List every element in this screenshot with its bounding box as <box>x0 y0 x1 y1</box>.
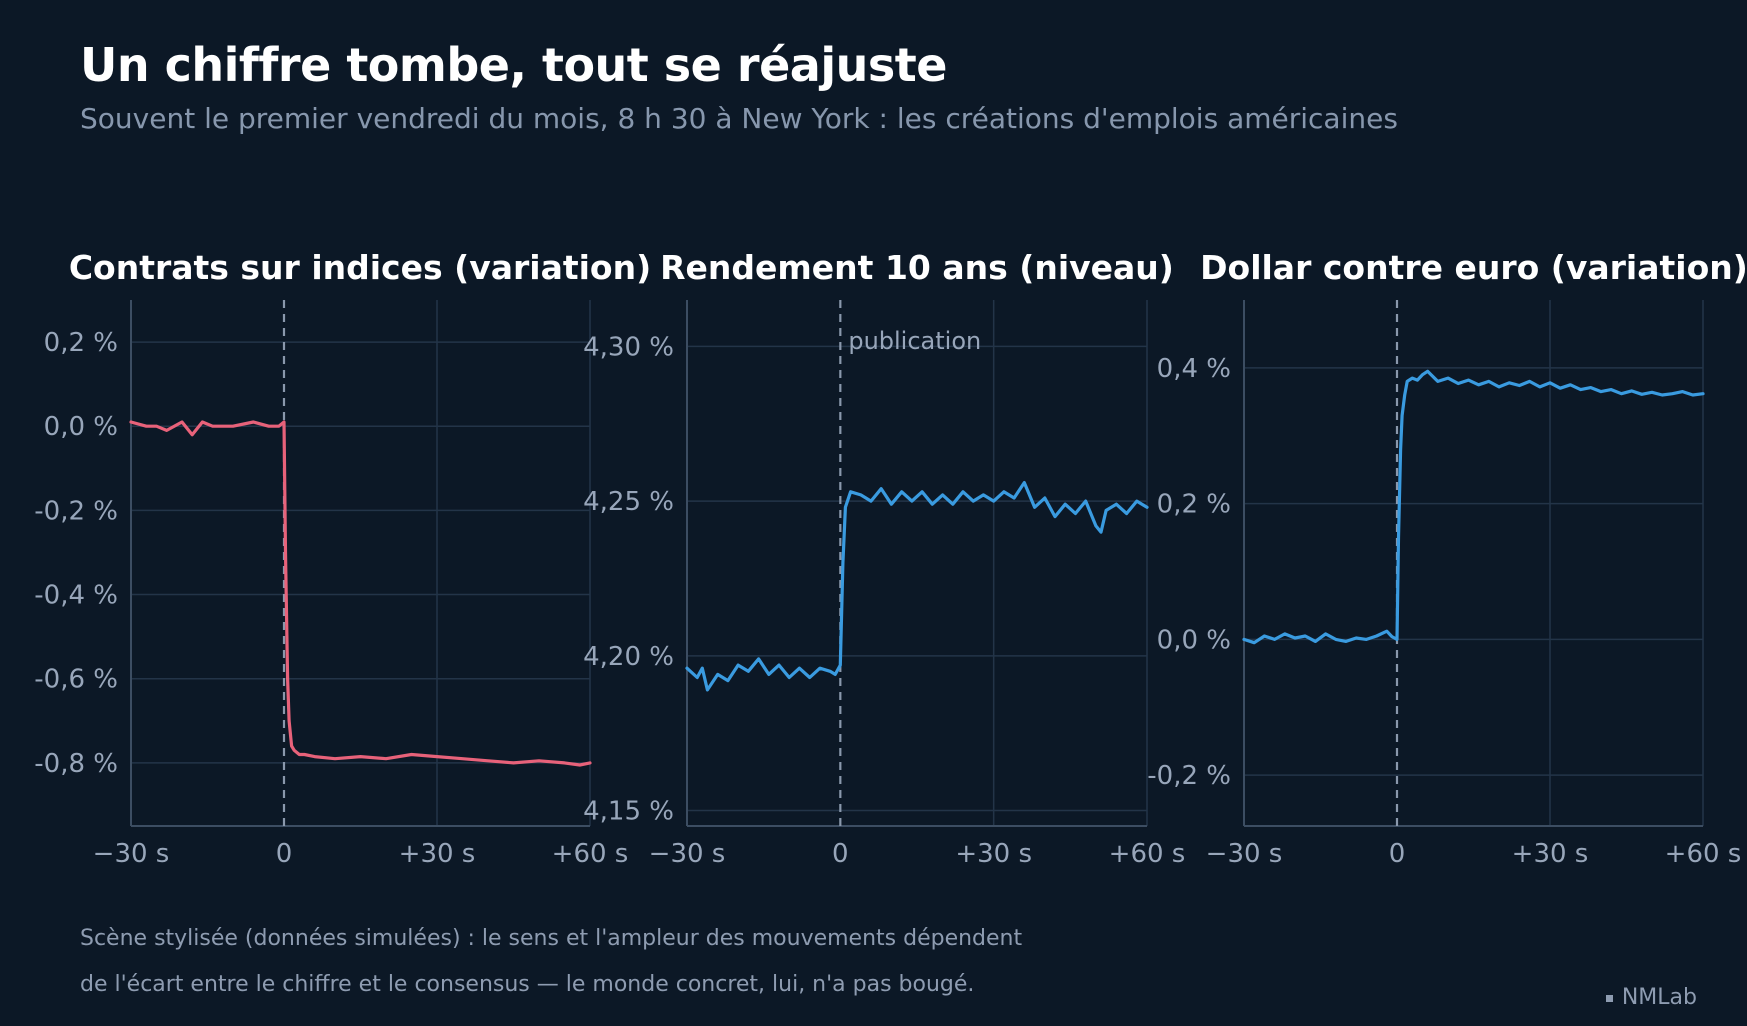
series-line <box>129 420 592 767</box>
y-tick-label: 0,0 % <box>44 412 118 442</box>
y-tick-label: -0,4 % <box>34 581 118 611</box>
y-tick-label: 4,25 % <box>583 487 674 517</box>
chart-title: Un chiffre tombe, tout se réajuste <box>80 38 947 92</box>
y-tick-label: 0,0 % <box>1157 625 1231 655</box>
y-tick-label: 0,2 % <box>44 328 118 358</box>
panel-title: Contrats sur indices (variation) <box>69 248 651 287</box>
y-tick-label: 0,4 % <box>1157 354 1231 384</box>
x-tick-label: +60 s <box>1109 839 1186 869</box>
y-tick-label: 4,20 % <box>583 642 674 672</box>
footnote-line-1: Scène stylisée (données simulées) : le s… <box>80 926 1023 951</box>
credit-square-icon <box>1605 994 1613 1002</box>
x-tick-label: +30 s <box>1512 839 1589 869</box>
panel-title: Rendement 10 ans (niveau) <box>660 248 1174 287</box>
credit-label: NMLab <box>1621 985 1697 1010</box>
footnote-line-2: de l'écart entre le chiffre et le consen… <box>80 972 975 997</box>
x-tick-label: 0 <box>832 839 849 869</box>
y-tick-label: -0,8 % <box>34 749 118 779</box>
x-tick-label: −30 s <box>93 839 170 869</box>
x-tick-label: +60 s <box>1665 839 1742 869</box>
x-tick-label: +60 s <box>552 839 629 869</box>
chart-subtitle: Souvent le premier vendredi du mois, 8 h… <box>80 102 1398 135</box>
x-tick-label: 0 <box>1389 839 1406 869</box>
panel-title: Dollar contre euro (variation) <box>1200 248 1747 287</box>
x-tick-label: 0 <box>276 839 293 869</box>
y-tick-label: 4,15 % <box>583 797 674 827</box>
credit: NMLab <box>1605 985 1697 1010</box>
x-tick-label: −30 s <box>649 839 726 869</box>
y-tick-label: -0,2 % <box>34 496 118 526</box>
series-line <box>685 481 1149 692</box>
series-line <box>1242 369 1705 645</box>
y-tick-label: -0,2 % <box>1147 761 1231 791</box>
y-tick-label: 0,2 % <box>1157 490 1231 520</box>
x-tick-label: +30 s <box>399 839 476 869</box>
x-tick-label: +30 s <box>955 839 1032 869</box>
x-tick-label: −30 s <box>1206 839 1283 869</box>
y-tick-label: 4,30 % <box>583 332 674 362</box>
y-tick-label: -0,6 % <box>34 665 118 695</box>
publication-annotation: publication <box>848 327 981 355</box>
